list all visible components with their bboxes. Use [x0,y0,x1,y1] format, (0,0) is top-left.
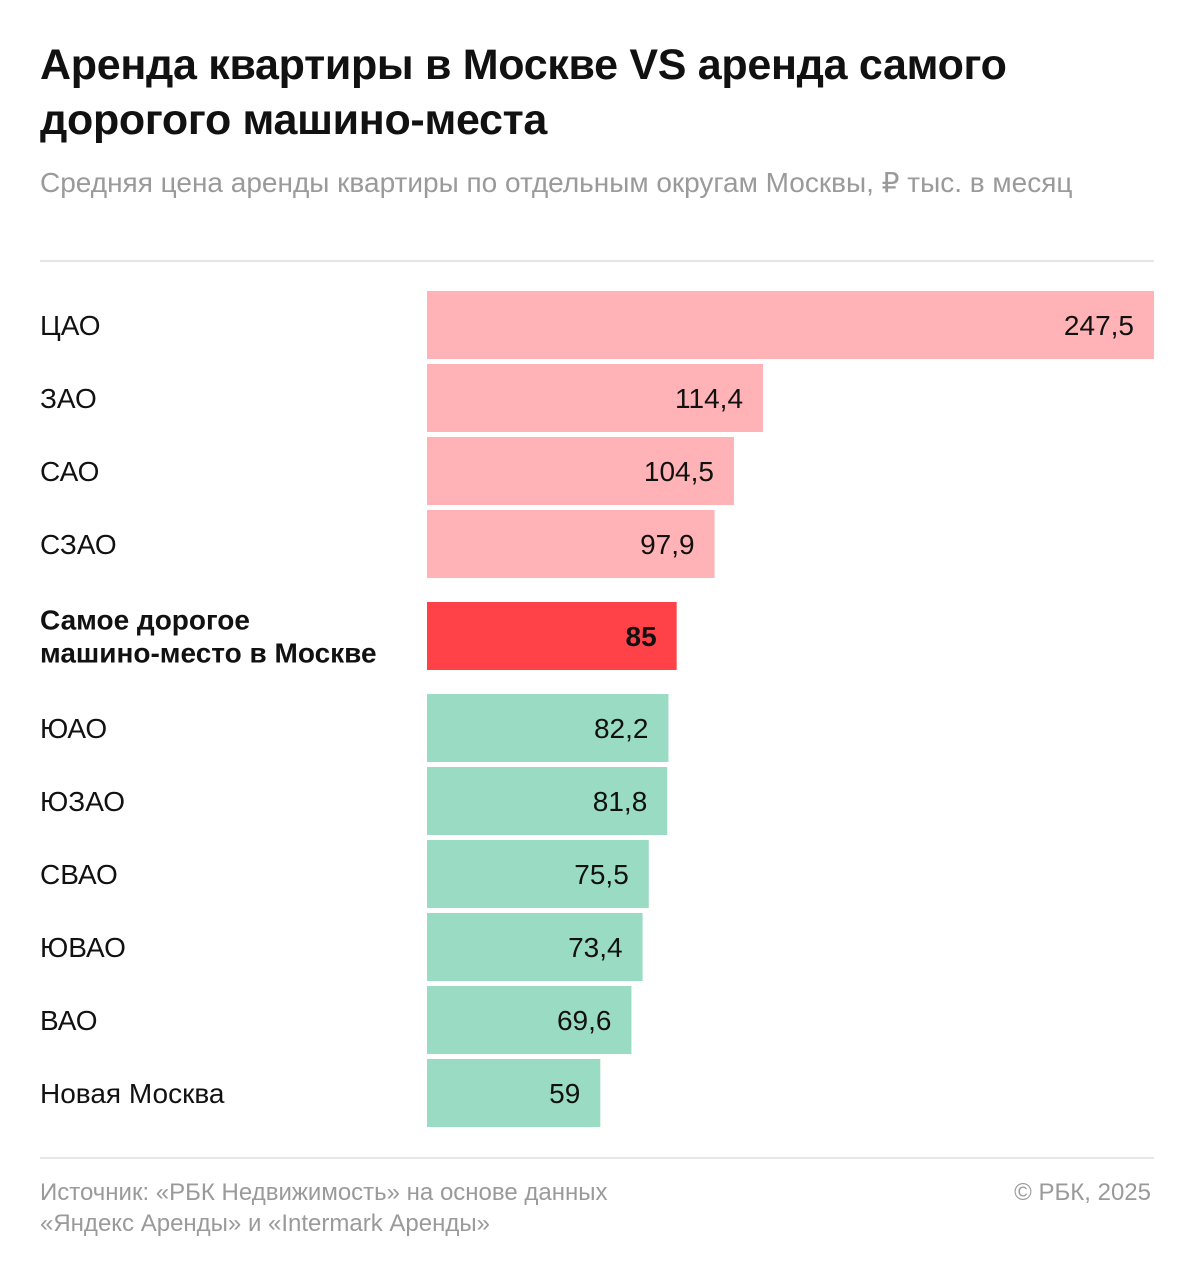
bar-ювао [427,913,643,981]
bar-свао [427,840,649,908]
bottom-divider [40,1157,1154,1159]
value-label-самое-дорогое-машино-место-в-москве: 85 [626,621,657,652]
bar-самое-дорогое-машино-место-в-москве [427,602,677,670]
top-divider [40,260,1154,262]
value-label-новая-москва: 59 [549,1078,580,1109]
category-label-свао: СВАО [40,859,118,890]
bar-юао [427,694,669,762]
value-label-вао: 69,6 [557,1005,612,1036]
chart-title: Аренда квартиры в Москве VS аренда самог… [40,41,1007,144]
value-label-сзао: 97,9 [640,529,695,560]
bar-сао [427,437,734,505]
category-label-сзао: СЗАО [40,529,117,560]
value-label-ювао: 73,4 [568,932,623,963]
source-line-2: «Яндекс Аренды» и «Intermark Аренды» [40,1210,490,1237]
bar-новая-москва [427,1059,601,1127]
bar-вао [427,986,632,1054]
value-label-свао: 75,5 [574,859,629,890]
source-line-1: Источник: «РБК Недвижимость» на основе д… [40,1179,608,1206]
value-label-цао: 247,5 [1064,310,1134,341]
category-label-зао: ЗАО [40,383,97,414]
category-label-ювао: ЮВАО [40,932,126,963]
bar-зао [427,364,764,432]
bar-цао [427,291,1154,359]
value-label-юзао: 81,8 [593,786,648,817]
category-label-юао: ЮАО [40,713,107,744]
source-note: Источник: «РБК Недвижимость» на основе д… [40,1177,800,1239]
bar-юзао [427,767,668,835]
category-label-сао: САО [40,456,99,487]
category-label-вао: ВАО [40,1005,98,1036]
category-label-цао: ЦАО [40,310,101,341]
value-label-сао: 104,5 [644,456,714,487]
bar-chart: 247,5 ЦАО 114,4 ЗАО 104,5 САО 97,9 СЗАО 85 Самое … [40,291,1154,1127]
category-label-юзао: ЮЗАО [40,786,125,817]
copyright: © РБК, 2025 [1014,1179,1151,1206]
category-label-новая-москва: Новая Москва [40,1078,225,1109]
bar-сзао [427,510,715,578]
chart-subtitle: Средняя цена аренды квартиры по отдельны… [40,167,1073,198]
category-label-самое-дорогое-машино-место-в-москве: Самое дорогое машино-место в Москве [40,605,377,669]
value-label-зао: 114,4 [675,383,743,414]
value-label-юао: 82,2 [594,713,649,744]
